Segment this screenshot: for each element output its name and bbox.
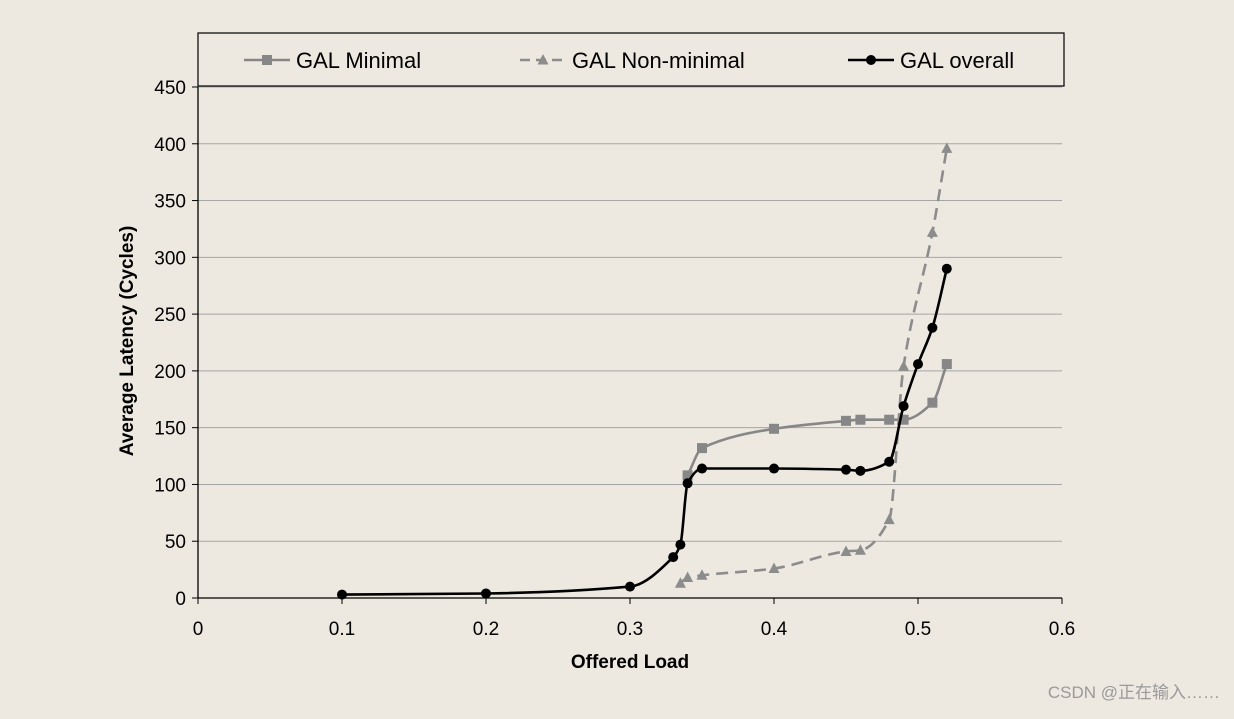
grid-lines <box>198 86 1062 542</box>
x-tick-label: 0.4 <box>761 619 788 640</box>
data-point <box>769 463 779 474</box>
y-tick-label: 300 <box>154 248 186 269</box>
data-point <box>855 465 866 476</box>
axes: 0 50 100 150 200 250 300 350 400 450 0 0.1 0.2 0.3 0.4… <box>154 78 1075 640</box>
data-point <box>481 588 491 599</box>
y-tick-label: 350 <box>154 192 186 213</box>
legend-item-gal-minimal: GAL Minimal <box>244 48 421 73</box>
data-point <box>682 478 693 489</box>
data-point <box>841 464 851 475</box>
data-point <box>898 401 909 412</box>
data-point <box>884 414 895 425</box>
data-point <box>855 414 866 425</box>
y-tick-label: 450 <box>154 78 186 99</box>
data-point <box>927 322 938 333</box>
x-tick-label: 0 <box>193 619 204 640</box>
data-point <box>898 414 909 425</box>
legend-item-gal-overall: GAL overall <box>848 48 1014 73</box>
data-point <box>337 589 347 600</box>
legend-label: GAL overall <box>900 48 1014 73</box>
data-point <box>941 142 953 153</box>
y-tick-label: 100 <box>154 475 186 496</box>
data-point <box>841 415 851 426</box>
data-point <box>941 359 952 370</box>
y-axis-title: Average Latency (Cycles) <box>117 226 138 457</box>
data-point <box>674 577 686 588</box>
data-point <box>883 513 895 525</box>
x-tick-label: 0.1 <box>329 619 355 640</box>
data-point <box>682 571 694 583</box>
data-point <box>913 359 923 370</box>
series-gal-overall <box>337 263 952 600</box>
x-axis-title: Offered Load <box>571 652 689 673</box>
legend-box <box>197 32 1065 87</box>
legend-label: GAL Minimal <box>296 48 421 73</box>
data-point <box>884 456 895 467</box>
legend-marker <box>537 54 549 65</box>
x-tick-label: 0.6 <box>1049 619 1075 640</box>
y-tick-label: 150 <box>154 419 186 440</box>
x-tick-label: 0.3 <box>617 619 643 640</box>
data-point <box>668 552 679 563</box>
y-tick-label: 50 <box>165 532 186 553</box>
series-line-gal-non-minimal <box>679 148 949 585</box>
data-point <box>927 397 938 408</box>
data-point <box>697 463 707 474</box>
data-point <box>696 569 708 580</box>
x-tick-label: 0.2 <box>473 619 499 640</box>
data-point <box>854 544 866 555</box>
legend-label: GAL Non-minimal <box>572 48 745 73</box>
legend: GAL Minimal GAL Non-minimal GAL overall <box>197 32 1065 87</box>
data-point <box>941 263 952 274</box>
data-point <box>675 539 686 550</box>
series-lines <box>337 142 953 600</box>
data-point <box>840 545 852 556</box>
y-tick-label: 0 <box>175 589 186 610</box>
data-point <box>625 581 635 592</box>
series-gal-minimal <box>682 359 952 481</box>
series-gal-non-minimal <box>674 142 953 588</box>
legend-marker <box>866 55 876 65</box>
y-tick-label: 400 <box>154 135 186 156</box>
legend-item-gal-non-minimal: GAL Non-minimal <box>520 48 745 73</box>
data-point <box>898 360 910 371</box>
data-point <box>769 423 779 434</box>
watermark-text: CSDN @正在输入…… <box>1048 683 1220 702</box>
series-line-gal-overall <box>341 268 949 596</box>
data-point <box>682 470 693 481</box>
x-tick-label: 0.5 <box>905 619 931 640</box>
y-tick-label: 250 <box>154 305 186 326</box>
data-point <box>926 226 938 237</box>
y-tick-label: 200 <box>154 362 186 383</box>
legend-marker <box>262 55 272 65</box>
data-point <box>768 562 780 573</box>
data-point <box>697 443 707 454</box>
